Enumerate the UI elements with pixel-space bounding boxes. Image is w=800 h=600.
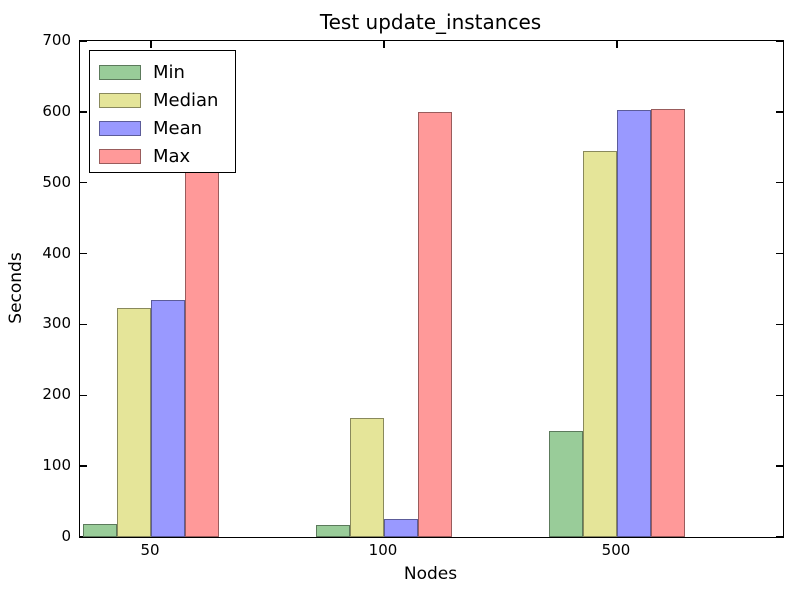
y-axis-tick-label: 700 xyxy=(42,31,71,49)
legend-item-min: Min xyxy=(90,58,235,86)
chart-title: Test update_instances xyxy=(319,10,542,34)
y-tick-mark xyxy=(80,323,87,326)
y-axis-tick-label: 500 xyxy=(42,172,71,191)
bar-min-100 xyxy=(316,524,350,537)
x-axis-tick-label: 500 xyxy=(601,541,631,559)
y-tick-mark xyxy=(776,252,783,255)
y-tick-mark xyxy=(776,394,783,397)
legend-item-mean: Mean xyxy=(90,114,235,142)
bar-median-500 xyxy=(583,150,617,537)
bar-max-500 xyxy=(651,109,685,537)
legend: Min Median Mean Max xyxy=(89,50,236,173)
bar-min-50 xyxy=(83,524,117,537)
bar-min-500 xyxy=(549,430,583,537)
bar-median-100 xyxy=(350,417,384,537)
legend-item-max: Max xyxy=(90,142,235,170)
legend-swatch-median xyxy=(99,92,141,108)
y-tick-mark xyxy=(80,394,87,397)
y-axis-tick-label: 600 xyxy=(42,101,71,120)
legend-label: Median xyxy=(153,89,219,111)
legend-item-median: Median xyxy=(90,86,235,114)
y-axis-tick-label: 300 xyxy=(42,314,71,333)
y-tick-mark xyxy=(80,536,87,538)
legend-label: Max xyxy=(153,145,191,167)
y-tick-mark xyxy=(80,111,87,113)
y-tick-mark xyxy=(80,465,87,467)
legend-swatch-min xyxy=(99,64,141,80)
x-tick-mark xyxy=(616,41,618,48)
bar-max-100 xyxy=(418,111,452,537)
legend-swatch-mean xyxy=(99,120,141,136)
y-axis-tick-label: 400 xyxy=(42,243,71,262)
legend-label: Min xyxy=(153,61,185,83)
bar-mean-100 xyxy=(384,519,418,537)
plot-area: Min Median Mean Max xyxy=(79,40,784,538)
y-axis-tick-label: 100 xyxy=(42,456,71,475)
y-tick-mark xyxy=(776,40,783,42)
y-tick-mark xyxy=(776,111,783,113)
bar-max-50 xyxy=(185,172,219,537)
y-tick-mark xyxy=(80,181,87,184)
y-axis-tick-label: 0 xyxy=(61,527,71,545)
bar-median-50 xyxy=(117,308,151,537)
x-axis-tick-label: 100 xyxy=(368,541,398,559)
bar-mean-50 xyxy=(151,299,185,537)
y-tick-mark xyxy=(80,252,87,255)
legend-label: Mean xyxy=(153,117,203,139)
x-tick-mark xyxy=(150,41,152,48)
y-tick-mark xyxy=(80,40,87,42)
x-axis-tick-label: 50 xyxy=(140,541,160,559)
bar-mean-500 xyxy=(617,110,651,537)
legend-swatch-max xyxy=(99,148,141,164)
x-tick-mark xyxy=(383,41,385,48)
y-tick-mark xyxy=(776,323,783,326)
y-tick-mark xyxy=(776,181,783,184)
y-axis-label: Seconds xyxy=(6,252,26,324)
y-tick-mark xyxy=(776,536,783,538)
x-axis-label: Nodes xyxy=(403,564,458,584)
y-axis-tick-label: 200 xyxy=(42,385,71,404)
y-tick-mark xyxy=(776,465,783,467)
